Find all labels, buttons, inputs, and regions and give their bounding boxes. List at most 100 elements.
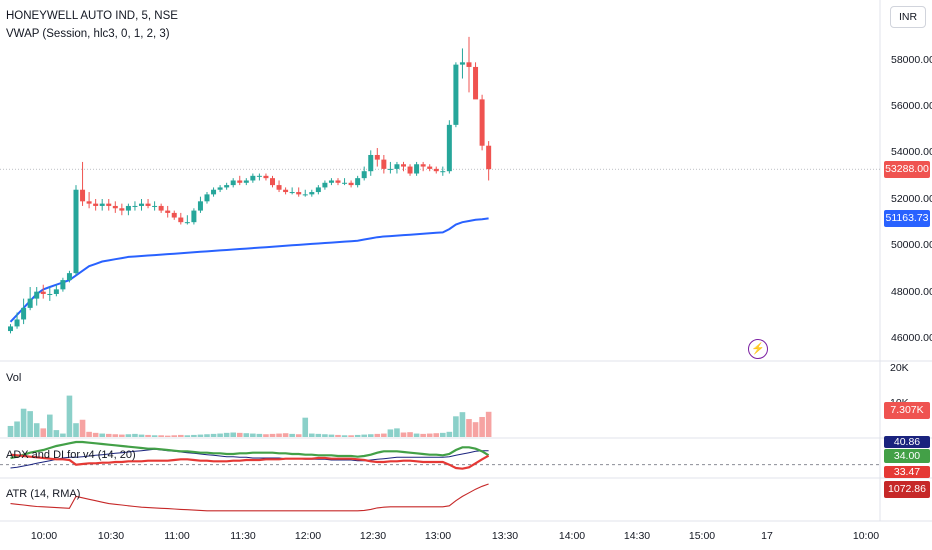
volume-bar	[112, 434, 119, 437]
di-plus-badge: 34.00	[884, 449, 930, 463]
volume-bar	[348, 435, 354, 437]
candle	[420, 164, 426, 167]
candle	[381, 159, 387, 169]
volume-bar	[197, 434, 204, 437]
time-tick: 13:30	[491, 530, 519, 542]
candle	[204, 194, 210, 202]
candle	[374, 154, 380, 160]
volume-pane-label[interactable]: Vol	[6, 372, 22, 384]
volume-bar	[341, 435, 348, 437]
price-tick: 52000.00	[891, 193, 932, 205]
candle	[486, 145, 492, 170]
time-tick: 11:30	[230, 530, 256, 542]
volume-bar	[295, 434, 302, 437]
di-plus-line	[10, 440, 490, 460]
volume-bar	[433, 433, 440, 437]
volume-bar	[47, 414, 53, 437]
candle	[112, 205, 118, 209]
currency-button[interactable]: INR	[890, 6, 926, 28]
candle	[197, 201, 203, 211]
candle	[394, 164, 400, 169]
candle	[361, 171, 367, 179]
volume-bar	[453, 416, 459, 437]
atr-badge: 1072.86	[884, 481, 930, 498]
candle	[73, 189, 79, 274]
volume-bar	[204, 434, 210, 437]
volume-bar	[191, 434, 197, 437]
candle	[171, 212, 177, 218]
candle	[289, 192, 295, 194]
candle	[263, 175, 269, 179]
adx-badge: 40.86	[884, 436, 930, 448]
volume-bar	[164, 435, 171, 437]
volume-bar	[223, 432, 230, 437]
volume-bar	[472, 422, 479, 437]
volume-bar	[269, 433, 276, 437]
volume-bar	[92, 432, 99, 437]
volume-bar	[105, 433, 112, 437]
candle	[165, 210, 171, 213]
volume-bar	[60, 433, 66, 437]
volume-bar	[86, 431, 92, 437]
price-tick: 46000.00	[891, 332, 932, 344]
adx-pane-label[interactable]: ADX and DI for v4 (14, 20)	[6, 449, 136, 461]
volume-bar	[315, 433, 322, 437]
candle	[191, 210, 197, 223]
time-tick: 10:00	[30, 530, 58, 542]
candle	[158, 205, 164, 211]
volume-bar	[479, 416, 485, 437]
atr-pane-label[interactable]: ATR (14, RMA)	[6, 488, 81, 500]
volume-bar	[459, 412, 466, 437]
time-tick: 12:30	[359, 530, 387, 542]
volume-bar	[158, 435, 164, 437]
lightning-icon[interactable]: ⚡	[748, 339, 768, 359]
volume-bar	[322, 434, 328, 437]
candle	[414, 164, 420, 174]
volume-bar	[485, 411, 492, 437]
volume-bar	[14, 421, 20, 437]
candle	[40, 291, 46, 294]
candle	[86, 201, 92, 204]
price-tick: 48000.00	[891, 286, 932, 298]
candle	[93, 203, 99, 206]
candle	[427, 166, 433, 169]
volume-bar	[125, 434, 132, 437]
candle	[348, 182, 354, 186]
candle	[387, 168, 393, 170]
volume-bar	[263, 434, 269, 437]
candle	[243, 180, 249, 183]
volume-bar	[387, 429, 394, 437]
candle	[479, 99, 485, 146]
candle	[224, 185, 230, 188]
atr-line	[10, 483, 489, 512]
candle	[152, 205, 158, 207]
candle	[211, 189, 217, 195]
volume-bar	[426, 433, 433, 437]
symbol-title[interactable]: HONEYWELL AUTO IND, 5, NSE	[6, 10, 178, 22]
candle	[60, 280, 66, 290]
candle	[368, 154, 374, 172]
candle	[132, 205, 138, 207]
volume-bar	[27, 411, 33, 437]
vwap-indicator-label[interactable]: VWAP (Session, hlc3, 0, 1, 2, 3)	[6, 28, 170, 40]
candle	[407, 166, 413, 174]
volume-bar	[145, 434, 151, 437]
volume-bar	[446, 431, 453, 437]
time-tick: 11:00	[164, 530, 190, 542]
volume-bar	[354, 434, 361, 437]
volume-bar	[230, 432, 236, 437]
candle	[66, 273, 72, 281]
candle	[459, 62, 465, 65]
candle	[99, 203, 105, 206]
di-minus-line	[10, 453, 490, 470]
price-tick: 56000.00	[891, 100, 932, 112]
volume-bar	[33, 423, 40, 437]
candle	[106, 203, 112, 206]
candle	[446, 124, 452, 172]
candle	[433, 168, 439, 172]
volume-bar	[413, 433, 420, 437]
volume-bar	[440, 432, 446, 437]
volume-bar	[79, 419, 86, 437]
volume-bar	[276, 433, 282, 437]
